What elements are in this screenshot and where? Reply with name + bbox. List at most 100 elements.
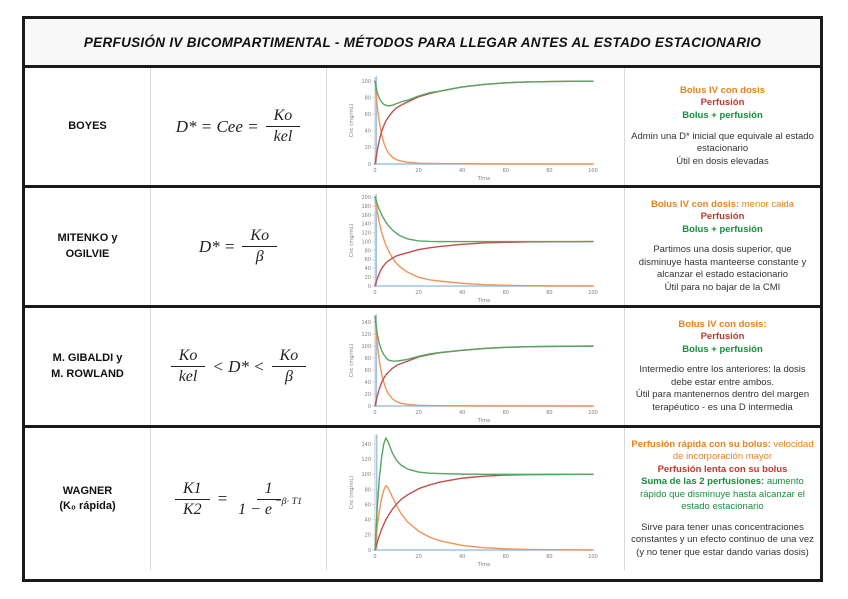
administration-mode-line: Bolus + perfusión [682, 344, 763, 357]
y-tick-label: 20 [364, 145, 370, 151]
fraction-denominator: β [282, 367, 296, 386]
series-suma-2-perfusiones [373, 437, 594, 551]
formula-text: Ko [273, 107, 293, 124]
fraction-denominator: kel [271, 127, 296, 146]
method-formula-cell: K1 K2 = 1 1 − e −β· T1 [151, 428, 327, 570]
x-tick-label: 100 [588, 290, 598, 296]
formula-text: 1 [264, 479, 273, 497]
formula-text: < D* < [212, 356, 265, 376]
y-axis-label: Cnc (mg/mL) [349, 223, 355, 257]
y-tick-label: 80 [364, 95, 370, 101]
method-formula: D* = Ko β [196, 227, 281, 266]
x-tick-label: 60 [502, 410, 508, 416]
method-name: OGILVIE [65, 247, 110, 260]
administration-mode-line: Suma de las 2 perfusiones: aumento rápid… [631, 476, 814, 514]
method-name: MITENKO y [57, 232, 118, 245]
administration-mode-bold: Perfusión [700, 97, 745, 109]
y-tick-label: 80 [364, 487, 370, 493]
method-description: Sirve para tener unas concentraciones co… [631, 522, 814, 560]
y-tick-label: 100 [361, 239, 371, 245]
y-tick-label: 0 [367, 403, 370, 409]
formula-fraction: Ko β [271, 347, 307, 386]
table-title: PERFUSIÓN IV BICOMPARTIMENTAL - MÉTODOS … [25, 19, 820, 68]
x-tick-label: 40 [459, 410, 465, 416]
method-name-cell: WAGNER (K₀ rápida) [25, 428, 151, 570]
y-tick-label: 140 [361, 442, 371, 448]
x-axis-label: Time [476, 562, 490, 568]
formula-text: K2 [182, 500, 202, 518]
formula-text: kel [178, 368, 198, 385]
y-tick-label: 80 [364, 248, 370, 254]
x-tick-label: 40 [459, 290, 465, 296]
x-tick-label: 20 [415, 290, 421, 296]
series-bolus-mas-perfusion [373, 314, 594, 362]
y-tick-label: 120 [361, 230, 371, 236]
administration-mode-line: Bolus IV con dosis: menor caida [651, 199, 794, 212]
y-tick-label: 120 [361, 331, 371, 337]
method-name: M. ROWLAND [51, 367, 124, 380]
method-formula: K1 K2 = 1 1 − e −β· T1 [171, 480, 306, 519]
method-formula-cell: D* = Ko β [151, 188, 327, 305]
y-tick-label: 60 [364, 502, 370, 508]
formula-superscript: −β· T1 [275, 496, 303, 508]
formula-text: = [216, 489, 229, 508]
administration-mode-rest: aumento rápido que disminuye hasta alcan… [640, 476, 805, 513]
table-title-text: PERFUSIÓN IV BICOMPARTIMENTAL - MÉTODOS … [83, 34, 762, 50]
y-tick-label: 40 [364, 518, 370, 524]
x-tick-label: 0 [373, 410, 376, 416]
method-formula-cell: Ko kel < D* < Ko β [151, 308, 327, 425]
x-tick-label: 20 [415, 554, 421, 560]
method-notes-cell: Perfusión rápida con su bolus: velocidad… [625, 428, 820, 570]
fraction-denominator: kel [176, 367, 201, 386]
y-tick-label: 80 [364, 355, 370, 361]
y-axis-label: Cnc (mg/mL) [349, 476, 355, 510]
method-description: Intermedio entre los anteriores: la dosi… [631, 364, 814, 414]
method-row: MITENKO y OGILVIE D* = Ko β 0 20 40 60 80 100 120 14… [25, 185, 820, 305]
x-tick-label: 80 [546, 290, 552, 296]
method-description-line: Útil para no bajar de la CMI [664, 281, 781, 293]
fraction-denominator: β [253, 247, 267, 266]
method-name: (K₀ rápida) [59, 500, 116, 512]
administration-mode-line: Perfusión rápida con su bolus: velocidad… [631, 439, 814, 464]
series-bolus-iv [373, 314, 594, 407]
formula-text: β [255, 248, 264, 265]
formula-fraction: K1 K2 [174, 480, 210, 519]
administration-mode-line: Bolus IV con dosis: [678, 319, 766, 332]
method-row: WAGNER (K₀ rápida) K1 K2 = 1 1 − e −β· T1 0 20 40 6… [25, 425, 820, 570]
method-name-cell: BOYES [25, 68, 151, 185]
administration-mode-line: Bolus + perfusión [682, 110, 763, 123]
series-bolus-mas-perfusion [373, 79, 594, 107]
series-bolus-iv [373, 79, 594, 165]
y-tick-label: 120 [361, 457, 371, 463]
method-notes-cell: Bolus IV con dosis: Perfusión Bolus + perf… [625, 308, 820, 425]
y-tick-label: 180 [361, 203, 371, 209]
y-tick-label: 60 [364, 367, 370, 373]
y-tick-label: 0 [367, 548, 370, 554]
fraction-denominator: 1 − e −β· T1 [235, 496, 302, 519]
x-tick-label: 20 [415, 168, 421, 174]
y-tick-label: 100 [361, 78, 371, 84]
y-tick-label: 100 [361, 343, 371, 349]
method-description-line: Útil para mantenernos dentro del margen … [635, 389, 810, 413]
concentration-time-chart: 0 20 40 60 80 100 120 140 0 20 40 60 80 100 Cnc (mg/mL… [349, 434, 597, 568]
x-tick-label: 60 [502, 168, 508, 174]
concentration-time-chart: 0 20 40 60 80 100 0 20 40 60 80 100 Cnc (mg/mL) Time [349, 75, 597, 182]
administration-mode-bold: Bolus IV con dosis: [650, 198, 740, 210]
method-chart-cell: 0 20 40 60 80 100 120 140 0 20 40 60 80 100 Cnc (mg/mL… [327, 428, 625, 570]
method-formula: Ko kel < D* < Ko β [167, 347, 311, 386]
formula-text: Ko [250, 227, 270, 244]
formula-text: Ko [279, 347, 299, 364]
method-chart-cell: 0 20 40 60 80 100 120 140 160 180 200 0 20 40 60 80 100 C… [327, 188, 625, 305]
series-iv-spike [375, 434, 594, 551]
series-perfusion [373, 79, 594, 165]
formula-text: kel [273, 128, 293, 145]
administration-mode-bold: Bolus IV con dosis: [678, 318, 767, 330]
method-description-line: Intermedio entre los anteriores: la dosi… [639, 364, 806, 388]
formula-text: D* = Cee = [175, 116, 259, 136]
x-tick-label: 80 [546, 410, 552, 416]
series-bolus-iv [373, 196, 594, 287]
formula-fraction: Ko β [242, 227, 278, 266]
series-perfusion-rapida [373, 484, 594, 551]
x-tick-label: 20 [415, 410, 421, 416]
